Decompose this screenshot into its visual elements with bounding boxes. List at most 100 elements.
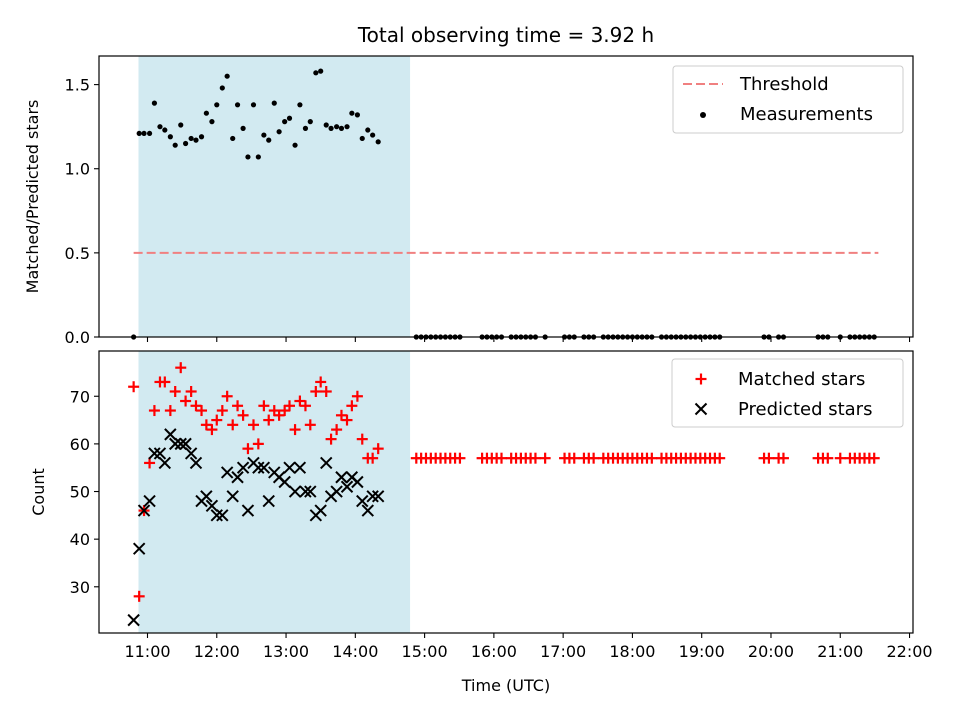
matched-star-point bbox=[185, 385, 197, 397]
matched-star-point bbox=[372, 443, 384, 455]
predicted-star-point bbox=[137, 504, 151, 517]
matched-star-point bbox=[351, 390, 363, 402]
top-y-axis-label: Matched/Predicted stars bbox=[23, 100, 42, 294]
matched-star-point bbox=[834, 452, 846, 464]
x-tick-label: 12:00 bbox=[194, 642, 240, 661]
measurement-point bbox=[307, 119, 313, 125]
measurement-point bbox=[282, 119, 288, 125]
predicted-star-point bbox=[288, 485, 302, 498]
predicted-star-point bbox=[220, 466, 234, 479]
matched-star-point bbox=[495, 452, 507, 464]
predicted-star-point bbox=[127, 613, 140, 627]
top-x-ticks bbox=[146, 337, 911, 342]
measurement-point bbox=[198, 134, 205, 140]
measurement-point bbox=[323, 122, 329, 128]
chart-title: Total observing time = 3.92 h bbox=[357, 23, 654, 47]
top-observing-interval-shade bbox=[138, 56, 411, 337]
matched-star-point bbox=[568, 452, 580, 464]
x-tick-label: 17:00 bbox=[540, 642, 586, 661]
predicted-star-point bbox=[189, 456, 203, 470]
x-tick-label: 19:00 bbox=[679, 642, 725, 661]
matched-star-point bbox=[247, 419, 259, 431]
matched-star-point bbox=[289, 424, 301, 436]
matched-star-point bbox=[454, 452, 466, 464]
predicted-star-point bbox=[236, 461, 250, 474]
measurement-point bbox=[276, 129, 282, 135]
matched-star-point bbox=[335, 409, 347, 421]
predicted-star-point bbox=[179, 437, 192, 451]
predicted-star-point bbox=[153, 447, 167, 460]
predicted-star-point bbox=[158, 456, 172, 470]
measurement-point bbox=[271, 100, 277, 106]
matched-star-point bbox=[284, 400, 296, 412]
matched-star-point bbox=[128, 381, 140, 393]
matched-star-point bbox=[356, 433, 368, 445]
predicted-star-point bbox=[205, 499, 219, 513]
legend-predicted-marker bbox=[694, 402, 708, 416]
top-panel-frame bbox=[98, 55, 914, 338]
predicted-star-point bbox=[257, 461, 271, 474]
bottom-y-tick-label: 50 bbox=[70, 483, 90, 502]
measurement-point bbox=[214, 102, 220, 108]
matched-star-point bbox=[200, 419, 212, 431]
measurement-point bbox=[338, 125, 345, 131]
measurement-point bbox=[365, 127, 371, 133]
bottom-y-tick-label: 30 bbox=[70, 578, 90, 597]
predicted-star-point bbox=[168, 437, 182, 451]
measurement-point bbox=[245, 154, 251, 160]
measurement-point bbox=[261, 132, 267, 138]
predicted-star-point bbox=[340, 480, 354, 493]
x-tick-label: 15:00 bbox=[402, 642, 448, 661]
matched-star-point bbox=[227, 419, 239, 431]
legend-measurements-swatch bbox=[700, 112, 706, 118]
predicted-star-point bbox=[241, 504, 255, 517]
matched-star-point bbox=[237, 409, 249, 421]
predicted-star-point bbox=[320, 456, 333, 470]
matched-star-point bbox=[206, 424, 218, 436]
measurement-point bbox=[188, 135, 194, 142]
predicted-star-point bbox=[200, 490, 213, 503]
measurement-point bbox=[141, 130, 147, 137]
x-tick-label: 13:00 bbox=[263, 642, 309, 661]
matched-star-point bbox=[159, 376, 171, 388]
bottom-y-tick-label: 40 bbox=[70, 530, 90, 549]
predicted-star-point bbox=[304, 485, 317, 498]
top-legend-box bbox=[672, 65, 904, 134]
predicted-star-point bbox=[351, 475, 364, 489]
measurement-point bbox=[167, 134, 173, 140]
x-tick-label: 20:00 bbox=[748, 642, 794, 661]
matched-star-point bbox=[315, 376, 327, 388]
measurement-point bbox=[224, 73, 230, 79]
measurement-point bbox=[172, 142, 178, 148]
measurement-point bbox=[354, 112, 361, 118]
measurement-point bbox=[334, 124, 340, 130]
bottom-y-ticks: 30 40 50 60 70 bbox=[70, 387, 99, 597]
matched-star-point bbox=[252, 438, 264, 450]
top-y-tick-label: 0.0 bbox=[65, 328, 90, 347]
predicted-star-point bbox=[226, 490, 239, 503]
measurement-point bbox=[240, 125, 246, 131]
predicted-star-point bbox=[299, 485, 312, 498]
matched-star-point bbox=[164, 405, 176, 417]
predicted-star-point bbox=[371, 490, 385, 503]
measurement-point bbox=[162, 127, 168, 133]
matched-star-point bbox=[320, 385, 332, 397]
matched-star-point bbox=[211, 414, 223, 426]
matched-star-point bbox=[588, 452, 600, 464]
measurement-point bbox=[370, 132, 376, 138]
matched-star-point bbox=[242, 443, 254, 455]
x-axis-label: Time (UTC) bbox=[461, 676, 550, 695]
matched-star-point bbox=[868, 452, 880, 464]
measurement-point bbox=[255, 154, 261, 160]
measurement-point bbox=[297, 102, 303, 108]
measurement-point bbox=[178, 122, 184, 128]
matched-star-point bbox=[216, 405, 228, 417]
top-y-tick-label: 1.0 bbox=[65, 160, 90, 179]
matched-star-point bbox=[331, 424, 343, 436]
predicted-stars-points bbox=[127, 428, 385, 627]
x-tick-label: 16:00 bbox=[471, 642, 517, 661]
measurement-point bbox=[344, 124, 350, 130]
bottom-panel: 11:00 12:00 13:00 14:00 15:00 16:00 17:00 18:00… bbox=[29, 350, 933, 695]
measurement-point bbox=[349, 110, 355, 116]
legend-measurements-label: Measurements bbox=[740, 104, 873, 125]
